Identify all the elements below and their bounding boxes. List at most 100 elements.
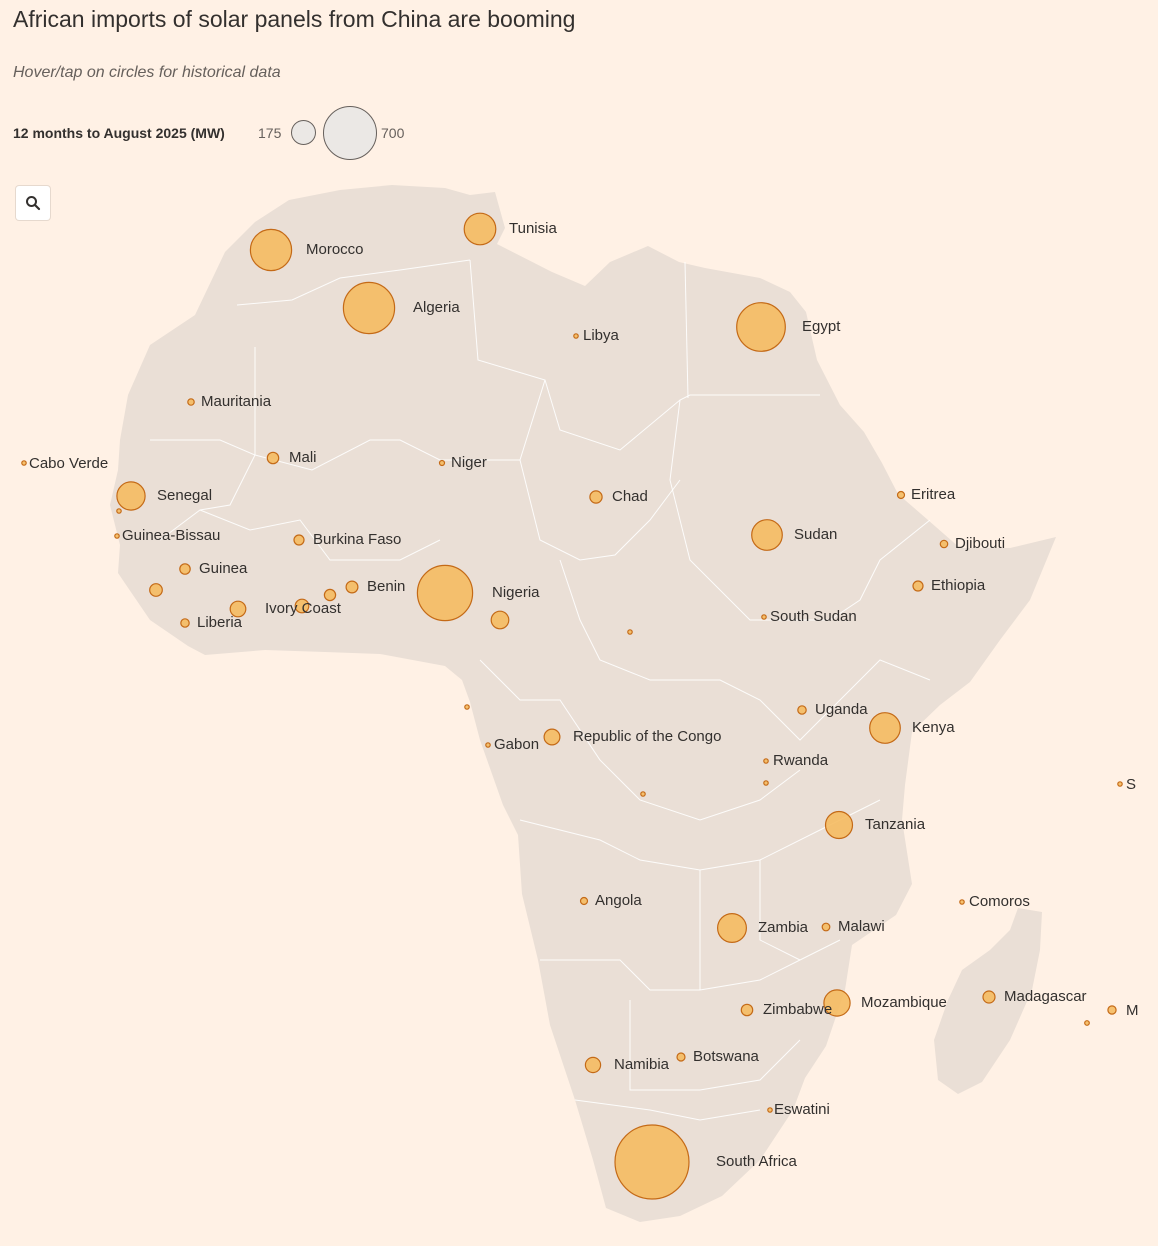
label-angola: Angola [595,892,642,909]
bubble-ethiopia[interactable] [912,580,924,592]
legend-title: 12 months to August 2025 (MW) [13,125,225,141]
africa-mainland [110,185,1056,1222]
label-rwanda: Rwanda [773,752,829,769]
bubble-unlabeled[interactable] [149,583,163,597]
legend-large-value: 700 [381,125,405,141]
bubble-niger[interactable] [438,459,446,467]
bubble-senegal[interactable] [116,481,146,511]
bubble-nigeria[interactable] [416,564,474,622]
label-south-sudan: South Sudan [770,608,857,625]
bubble-liberia[interactable] [180,618,190,628]
size-legend: 12 months to August 2025 (MW) 175 700 [13,106,433,160]
bubble-morocco[interactable] [249,228,293,272]
bubble-algeria[interactable] [342,281,396,335]
bubble-angola[interactable] [579,896,589,906]
label-niger: Niger [451,454,487,471]
bubble-mauritania[interactable] [187,398,195,406]
label-mali: Mali [289,449,317,466]
label-tunisia: Tunisia [509,220,557,237]
zoom-button[interactable] [16,186,50,220]
bubble-unlabeled[interactable] [323,588,337,602]
label-uganda: Uganda [815,701,868,718]
bubble-eritrea[interactable] [896,490,906,500]
bubble-mali[interactable] [266,451,280,465]
bubble-libya[interactable] [573,333,579,339]
legend-small-circle [291,120,316,145]
bubble-south-sudan[interactable] [761,614,767,620]
legend-large-circle [323,106,377,160]
label-burkina-faso: Burkina Faso [313,531,401,548]
bubble-burkina-faso[interactable] [293,534,305,546]
bubble-unlabeled[interactable] [116,508,122,514]
bubble-namibia[interactable] [584,1056,602,1074]
label-mauritania: Mauritania [201,393,272,410]
label-tanzania: Tanzania [865,816,926,833]
label-morocco: Morocco [306,241,364,258]
label-malawi: Malawi [838,918,885,935]
bubble-tanzania[interactable] [824,810,854,840]
bubble-layer [21,212,1123,1200]
label-mozambique: Mozambique [861,994,947,1011]
label-benin: Benin [367,578,405,595]
bubble-zambia[interactable] [716,912,747,943]
label-eswatini: Eswatini [774,1101,830,1118]
bubble-cabo-verde[interactable] [21,460,27,466]
bubble-madagascar[interactable] [982,990,996,1004]
label-guinea-bissau: Guinea-Bissau [122,527,220,544]
bubble-chad[interactable] [589,490,603,504]
bubble-guinea[interactable] [179,563,191,575]
bubble-sudan[interactable] [751,519,783,551]
bubble-eswatini[interactable] [767,1107,773,1113]
label-nigeria: Nigeria [492,584,540,601]
chart-title: African imports of solar panels from Chi… [13,6,576,32]
bubble-south-africa[interactable] [614,1124,690,1200]
label-egypt: Egypt [802,318,841,335]
label-gabon: Gabon [494,736,539,753]
bubble-unlabeled[interactable] [464,704,470,710]
bubble-unlabeled[interactable] [627,629,633,635]
chart-subtitle: Hover/tap on circles for historical data [13,64,281,81]
label-djibouti: Djibouti [955,535,1005,552]
bubble-comoros[interactable] [959,899,965,905]
bubble-mozambique[interactable] [823,989,851,1017]
label-madagascar: Madagascar [1004,988,1087,1005]
label-ethiopia: Ethiopia [931,577,986,594]
label-namibia: Namibia [614,1056,670,1073]
bubble-guinea-bissau[interactable] [114,533,120,539]
bubble-m[interactable] [1107,1005,1117,1015]
bubble-republic-of-the-congo[interactable] [543,728,561,746]
search-icon [26,196,41,211]
bubble-tunisia[interactable] [463,212,497,246]
label-ivory-coast: Ivory Coast [265,600,342,617]
label-algeria: Algeria [413,299,460,316]
bubble-egypt[interactable] [736,302,786,352]
bubble-botswana[interactable] [676,1052,686,1062]
label-comoros: Comoros [969,893,1030,910]
country-borders [150,259,931,1121]
bubble-malawi[interactable] [821,922,831,932]
label-liberia: Liberia [197,614,243,631]
bubble-unlabeled[interactable] [763,780,769,786]
label-sudan: Sudan [794,526,837,543]
bubble-unlabeled[interactable] [294,598,310,614]
bubble-unlabeled[interactable] [1084,1020,1090,1026]
label-botswana: Botswana [693,1048,760,1065]
bubble-gabon[interactable] [485,742,491,748]
bubble-uganda[interactable] [797,705,807,715]
bubble-kenya[interactable] [869,712,901,744]
label-chad: Chad [612,488,648,505]
bubble-zimbabwe[interactable] [740,1003,754,1017]
label-zambia: Zambia [758,919,809,936]
bubble-unlabeled[interactable] [490,610,510,630]
label-guinea: Guinea [199,560,248,577]
label-cabo-verde: Cabo Verde [29,455,108,472]
label-layer: Morocco Tunisia Algeria Libya Egypt Mauritani… [29,220,1139,1170]
bubble-unlabeled[interactable] [640,791,646,797]
bubble-benin[interactable] [345,580,359,594]
bubble-djibouti[interactable] [939,539,949,549]
bubble-ivory-coast[interactable] [229,600,247,618]
label-kenya: Kenya [912,719,955,736]
bubble-s[interactable] [1117,781,1123,787]
bubble-rwanda[interactable] [763,758,769,764]
